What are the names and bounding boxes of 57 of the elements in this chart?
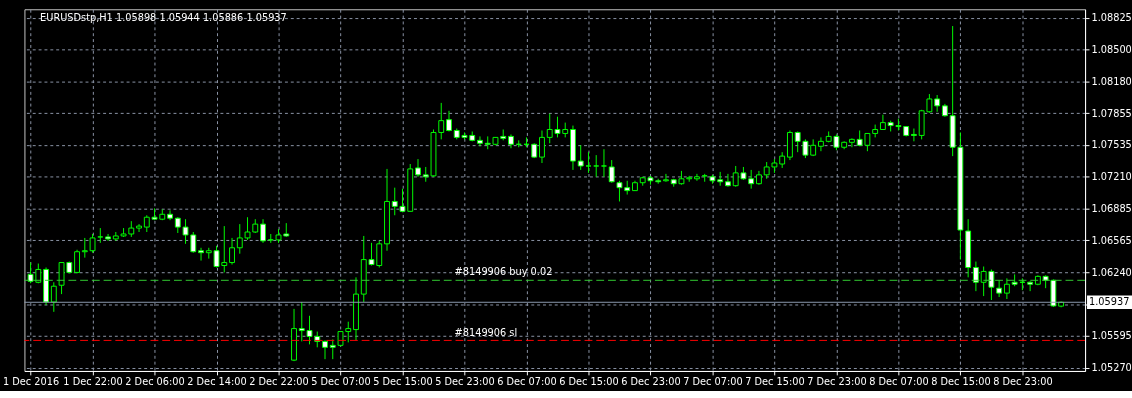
x-tick-label: 8 Dec 23:00 <box>993 376 1053 388</box>
candlestick <box>608 159 615 184</box>
x-tick-label: 7 Dec 15:00 <box>745 376 805 388</box>
candlestick <box>1003 277 1010 300</box>
x-tick-label: 6 Dec 07:00 <box>497 376 557 388</box>
candlestick <box>229 237 235 266</box>
x-tick-label: 8 Dec 07:00 <box>869 376 929 388</box>
x-tick-label: 6 Dec 23:00 <box>621 376 681 388</box>
candlestick <box>415 158 421 178</box>
candlestick <box>577 144 584 171</box>
candlestick <box>260 218 266 244</box>
y-tick-label: 1.07855 <box>1091 107 1132 119</box>
x-tick-label: 1 Dec 2016 <box>2 376 60 388</box>
x-tick-label: 8 Dec 15:00 <box>931 376 991 388</box>
candlestick <box>848 137 855 148</box>
ref-line-label: #8149906 buy 0.02 <box>454 266 553 278</box>
ref-line-label: 1.05937 <box>1088 296 1130 308</box>
candlestick <box>97 227 104 244</box>
x-tick-label: 5 Dec 23:00 <box>435 376 495 388</box>
y-tick-label: 1.07210 <box>1091 171 1132 183</box>
chart-title: EURUSDstp,H1 1.05898 1.05944 1.05886 1.05937 <box>40 12 287 24</box>
candlestick <box>817 136 824 152</box>
candlestick <box>1027 280 1034 292</box>
x-tick-label: 5 Dec 07:00 <box>311 376 371 388</box>
candlestick <box>167 209 173 221</box>
candlestick <box>50 281 57 313</box>
y-tick-label: 1.06885 <box>1091 203 1132 215</box>
candlestick <box>910 128 917 142</box>
x-tick-label: 2 Dec 22:00 <box>249 376 309 388</box>
x-tick-label: 5 Dec 15:00 <box>373 376 433 388</box>
candlestick <box>972 261 979 292</box>
candlestick <box>539 130 545 164</box>
y-tick-label: 1.07535 <box>1091 139 1132 151</box>
y-tick-label: 1.05270 <box>1091 362 1132 374</box>
candlestick <box>725 173 731 188</box>
y-tick-label: 1.08500 <box>1091 44 1132 56</box>
y-tick-label: 1.06240 <box>1091 266 1132 278</box>
x-tick-label: 7 Dec 23:00 <box>807 376 867 388</box>
candlestick <box>477 135 483 147</box>
candlestick <box>585 151 592 174</box>
y-tick-label: 1.06565 <box>1091 234 1132 246</box>
candlestick <box>879 114 886 130</box>
candlestick <box>593 154 600 178</box>
x-tick-label: 1 Dec 22:00 <box>63 376 123 388</box>
candlestick <box>136 223 142 233</box>
y-tick-label: 1.08825 <box>1091 12 1132 24</box>
candlestick <box>198 247 204 262</box>
y-tick-label: 1.08180 <box>1091 75 1132 87</box>
x-tick-label: 6 Dec 15:00 <box>559 376 619 388</box>
candlestick <box>663 173 669 183</box>
candlestick <box>694 173 700 182</box>
y-tick-label: 1.05595 <box>1091 330 1132 342</box>
x-tick-label: 2 Dec 06:00 <box>125 376 185 388</box>
ref-line-label: #8149906 sl <box>454 326 518 338</box>
candlestick <box>996 279 1003 298</box>
x-tick-label: 2 Dec 14:00 <box>187 376 247 388</box>
x-tick-label: 7 Dec 07:00 <box>683 376 743 388</box>
